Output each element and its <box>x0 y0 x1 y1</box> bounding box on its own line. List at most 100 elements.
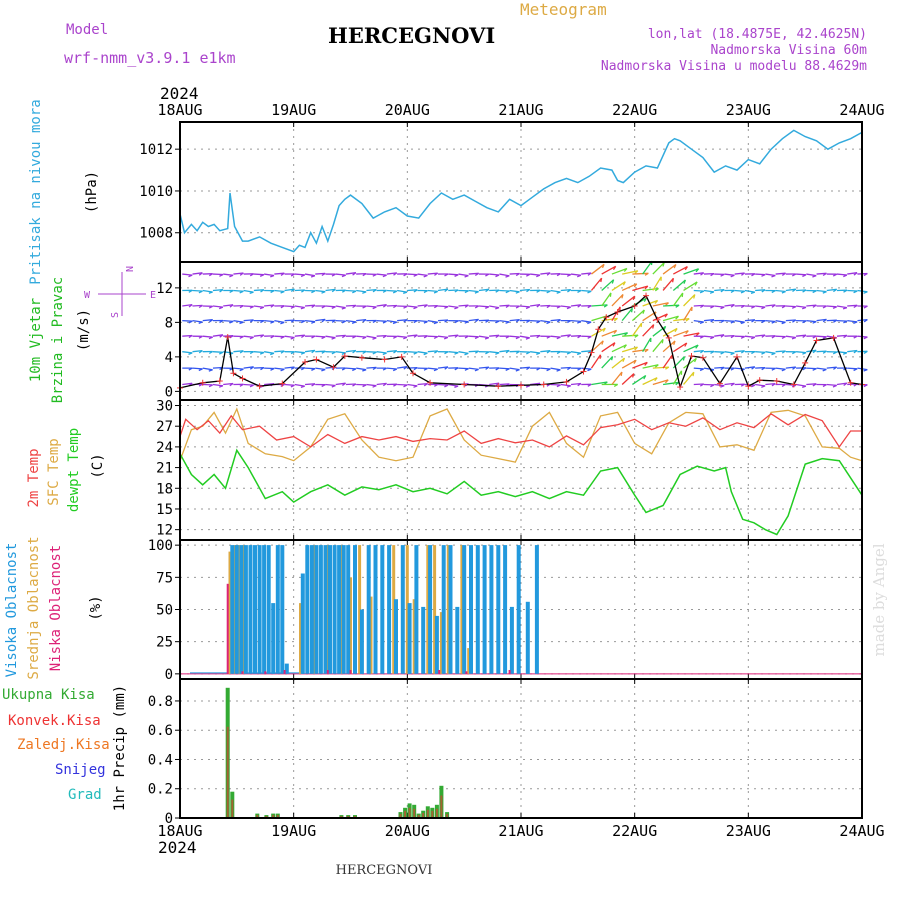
high-cloud-bar <box>407 603 412 674</box>
year-top: 2024 <box>160 84 199 103</box>
wind-arrow-head <box>556 350 561 355</box>
wind-arrow-head <box>382 367 387 371</box>
wind-arrow-head <box>331 306 336 309</box>
wind-arrow <box>366 383 377 387</box>
wind-arrow-head <box>413 367 418 371</box>
wind-arrow <box>673 318 690 322</box>
wind-arrow <box>182 351 193 354</box>
wind-arrow <box>315 367 326 371</box>
wind-arrow-head <box>403 273 408 277</box>
wind-arrow-head <box>300 274 306 278</box>
wind-arrow-head <box>740 321 745 325</box>
wind-arrow-head <box>321 291 326 294</box>
model-name: wrf-nmm_v3.9.1 e1km <box>64 49 236 67</box>
wind-arrow <box>243 289 254 293</box>
date-label-bottom: 18AUG <box>157 822 202 840</box>
wind-arrow-head <box>229 382 234 387</box>
wind-arrow-head <box>730 367 735 371</box>
wind-arrow <box>621 359 637 369</box>
high-cloud-bar <box>489 545 494 674</box>
wind-arrow-head <box>239 290 244 294</box>
wind-arrow-head <box>515 305 520 309</box>
wind-arrow-head <box>853 335 858 339</box>
wind-arrow <box>683 371 695 385</box>
wind-arrow-head <box>300 320 306 324</box>
wind-arrow-head <box>260 289 265 293</box>
year-bottom: 2024 <box>158 838 197 857</box>
wind-arrow-head <box>622 357 626 363</box>
wind-arrow-head <box>822 350 827 354</box>
wind-arrow <box>632 285 648 292</box>
panel-cloud: 0 25 50 75 100 Visoka Oblacnost Srednja Oblacn… <box>4 536 863 683</box>
wind-arrow-head <box>622 281 626 286</box>
wind-arrow <box>345 320 356 323</box>
wind-arrow-head <box>270 367 275 371</box>
wind-arrow-head <box>372 273 377 277</box>
wind-arrow <box>253 289 264 292</box>
wind-arrow <box>264 351 275 354</box>
wind-arrow <box>714 383 725 387</box>
y-tick-label: 24 <box>156 440 173 456</box>
wind-arrow <box>540 367 551 370</box>
wind-arrow-head <box>536 367 541 371</box>
wind-arrow-head <box>771 352 776 356</box>
wind-arrow-head <box>188 274 193 278</box>
wind-arrow-head <box>352 272 357 276</box>
wind-arrow <box>294 273 305 276</box>
conv-precip-bar <box>446 813 449 818</box>
wind-arrow-head <box>577 304 582 308</box>
wind-arrow-head <box>761 385 766 388</box>
wind-arrow <box>202 319 213 322</box>
wind-arrow <box>744 319 755 322</box>
wind-arrow <box>611 371 623 385</box>
mid-cloud-bar <box>349 577 352 674</box>
wind-arrow <box>621 346 638 353</box>
wind-arrow-head <box>393 304 398 309</box>
high-cloud-bar <box>300 573 305 674</box>
wind-arrow-head <box>198 335 203 339</box>
wind-arrow-head <box>249 336 254 340</box>
wind-arrow-head <box>685 330 689 335</box>
wind-arrow-head <box>198 290 203 294</box>
wind-arrow <box>724 304 735 307</box>
wind-arrow <box>458 351 469 355</box>
wind-arrow <box>448 383 459 387</box>
y-tick-label: 21 <box>156 461 173 477</box>
wind-arrow-head <box>673 264 677 269</box>
wind-arrow-head <box>454 274 459 277</box>
wind-arrow-head <box>751 319 756 323</box>
wind-arrow <box>581 320 592 323</box>
wind-arrow <box>847 304 858 307</box>
wind-arrow-head <box>444 384 449 388</box>
wind-arrow <box>437 335 448 339</box>
wind-arrow-head <box>556 384 561 388</box>
wind-arrow-head <box>812 274 817 278</box>
wind-arrow <box>386 350 397 353</box>
wind-arrow <box>796 273 807 276</box>
wind-arrow-head <box>720 319 725 324</box>
wind-arrow <box>509 289 520 293</box>
wind-arrow <box>212 289 223 292</box>
wind-arrow-head <box>863 336 868 340</box>
wind-arrow-head <box>444 351 449 355</box>
wind-arrow-head <box>341 367 347 371</box>
wind-arrow-head <box>781 321 786 325</box>
wind-arrow-head <box>464 335 469 339</box>
high-cloud-bar <box>243 545 248 674</box>
wind-arrow-head <box>771 320 776 324</box>
wind-arrow-head <box>443 336 449 340</box>
wind-arrow <box>458 273 469 277</box>
wind-arrow-head <box>362 273 367 277</box>
wind-arrow-head <box>188 352 193 356</box>
wind-arrow-head <box>683 279 687 284</box>
wind-arrow-head <box>515 368 520 372</box>
wind-arrow-head <box>720 289 725 293</box>
wind-arrow <box>775 367 786 370</box>
wind-arrow <box>693 304 704 307</box>
wind-arrow <box>847 367 858 370</box>
wind-arrow-head <box>331 273 336 277</box>
wind-arrow <box>519 305 530 308</box>
high-cloud-bar <box>284 663 289 674</box>
mid-cloud-bar <box>339 545 343 674</box>
